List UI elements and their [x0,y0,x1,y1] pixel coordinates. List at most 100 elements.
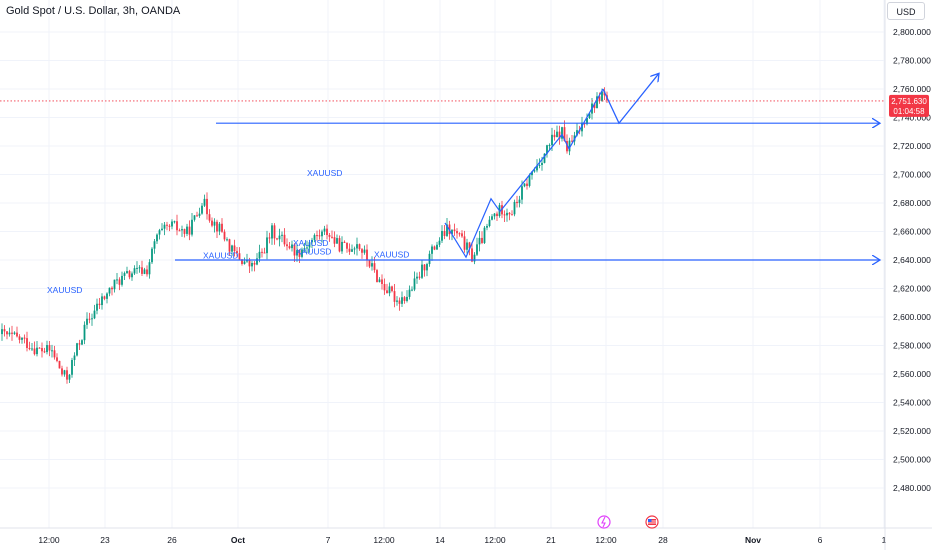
candle-body [93,310,96,319]
annotation-label[interactable]: XAUUSD [203,251,238,261]
candle-body [551,134,553,145]
candle-body [516,201,518,204]
candle-body [441,231,443,241]
candle-body [506,212,508,216]
candle-body [438,240,441,245]
x-tick-label: 23 [100,535,110,545]
candle-body [161,228,163,231]
candle-body [86,318,88,325]
candle-body [518,199,521,204]
y-tick-label: 2,680.000 [893,198,931,208]
forecast-arrow-path[interactable] [602,73,659,125]
candle-body [166,224,168,226]
candle-body [78,343,81,345]
x-tick-label: 28 [658,535,668,545]
y-tick-label: 2,500.000 [893,455,931,465]
y-tick-label: 2,600.000 [893,312,931,322]
candle-body [563,127,566,142]
candle-body [353,248,356,250]
candle-body [221,223,223,232]
y-tick-label: 2,660.000 [893,227,931,237]
candle-body [208,214,211,221]
chart-title: Gold Spot / U.S. Dollar, 3h, OANDA [6,5,181,17]
candle-body [63,370,66,375]
candle-body [256,258,258,265]
candle-body [31,348,33,350]
candle-body [543,153,546,163]
candle-body [576,130,578,136]
candle-body [171,221,173,227]
candle-body [403,297,406,301]
candle-body [486,226,488,228]
candle-body [73,355,76,360]
candle-body [126,271,128,274]
candle-body [333,237,336,244]
candle-body [528,175,531,186]
annotation-label[interactable]: XAUUSD [296,246,331,256]
candle-body [96,303,98,311]
x-tick-label: 12:00 [595,535,617,545]
x-tick-label: 14 [435,535,445,545]
candle-body [493,213,496,217]
candle-body [538,164,541,166]
candle-body [276,238,278,240]
candle-body [56,357,58,361]
candle-body [71,359,73,375]
candle-body [131,273,133,278]
y-tick-label: 2,520.000 [893,426,931,436]
annotation-label[interactable]: XAUUSD [374,249,409,259]
candle-body [406,296,408,301]
candle-body [468,242,471,249]
candle-body [508,212,511,215]
candle-body [33,348,36,355]
candle-body [183,229,186,234]
currency-button[interactable]: USD [887,2,925,20]
candle-body [371,263,373,267]
candle-body [391,286,393,292]
candle-body [541,162,543,165]
candle-body [236,251,238,254]
candle-body [341,241,343,252]
candle-body [338,238,341,252]
lightning-event-icon[interactable] [597,515,611,529]
candle-body [426,264,428,271]
candle-body [118,279,121,285]
candle-body [416,276,418,279]
candle-body [383,284,386,291]
candle-body [213,221,216,226]
us-flag-event-icon[interactable] [645,515,659,529]
candle-body [11,332,13,334]
candle-body [571,140,573,142]
candle-body [178,230,181,232]
candle-body [136,267,138,269]
y-tick-label: 2,620.000 [893,284,931,294]
candle-body [266,237,268,254]
candle-body [488,219,491,227]
candle-body [546,145,548,154]
candle-body [428,253,431,265]
candle-body [458,233,461,235]
annotation-label[interactable]: XAUUSD [293,238,328,248]
candle-body [216,221,218,232]
candle-body [271,225,273,239]
zigzag-path-drawing[interactable] [444,88,604,259]
event-icons[interactable] [597,515,659,529]
candle-body [316,235,318,237]
candle-body [556,131,558,138]
candle-body [113,279,116,290]
candle-body [91,318,93,320]
candle-body [153,241,156,249]
candle-body [303,248,306,250]
candle-body [566,141,568,152]
candle-body [348,248,351,252]
annotation-label[interactable]: XAUUSD [307,168,342,178]
candle-body [36,347,38,355]
candle-body [158,230,161,235]
annotation-label[interactable]: XAUUSD [47,285,82,295]
candle-body [331,236,333,238]
x-tick-label: Nov [745,535,761,545]
candle-body [301,249,303,257]
candle-body [226,239,228,241]
